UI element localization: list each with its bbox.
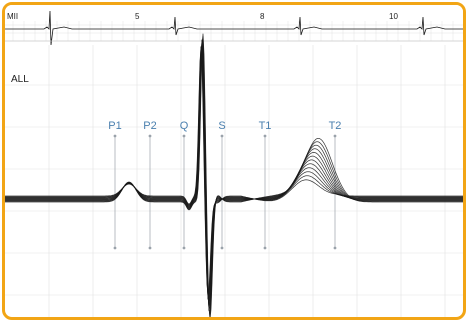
beat-trace	[5, 33, 463, 317]
marker-bottom-dot-p2	[148, 246, 152, 250]
marker-bottom-dot-q	[182, 246, 186, 250]
marker-bottom-dot-s	[220, 246, 224, 250]
overlaid-beat-traces	[5, 33, 463, 317]
marker-top-dot-t2	[333, 134, 337, 138]
beat-trace	[5, 47, 463, 296]
top-strip-grid	[5, 21, 463, 41]
marker-label-p2: P2	[143, 120, 156, 132]
marker-label-t2: T2	[329, 120, 342, 132]
fiducial-markers: P1 P2 Q S T1 T2	[108, 120, 342, 250]
main-view-grid	[5, 45, 463, 317]
beat-trace	[5, 41, 463, 307]
beat-trace	[5, 40, 463, 312]
marker-label-q: Q	[180, 120, 189, 132]
marker-top-dot-q	[182, 134, 186, 138]
marker-top-dot-p2	[148, 134, 152, 138]
marker-label-p1: P1	[108, 120, 121, 132]
marker-label-s: S	[218, 120, 225, 132]
marker-bottom-dot-p1	[113, 246, 117, 250]
beat-trace	[5, 47, 463, 302]
marker-bottom-dot-t1	[263, 246, 267, 250]
marker-top-dot-s	[220, 134, 224, 138]
ecg-viewer-canvas[interactable]: MII 5 8 10 ALL P1 P2 Q S T1 T2	[5, 5, 463, 317]
beat-number-5: 5	[135, 12, 140, 21]
beat-trace	[5, 44, 463, 305]
marker-top-dot-t1	[263, 134, 267, 138]
beat-trace	[5, 35, 463, 317]
beat-trace	[5, 46, 463, 300]
marker-bottom-dot-t2	[333, 246, 337, 250]
top-strip-trace	[5, 10, 463, 46]
beat-number-10: 10	[389, 12, 398, 21]
top-strip-background	[5, 5, 463, 41]
beat-number-8: 8	[260, 12, 265, 21]
beat-trace	[5, 46, 463, 298]
main-lead-label: ALL	[11, 74, 29, 85]
beat-trace	[5, 39, 463, 311]
beat-trace	[5, 39, 463, 309]
marker-top-dot-p1	[113, 134, 117, 138]
marker-label-t1: T1	[259, 120, 272, 132]
top-rhythm-strip[interactable]: MII 5 8 10	[5, 5, 463, 46]
main-overlay-view[interactable]: ALL P1 P2 Q S T1 T2	[5, 33, 463, 317]
top-strip-lead-label: MII	[7, 12, 18, 21]
beat-trace	[5, 39, 463, 315]
